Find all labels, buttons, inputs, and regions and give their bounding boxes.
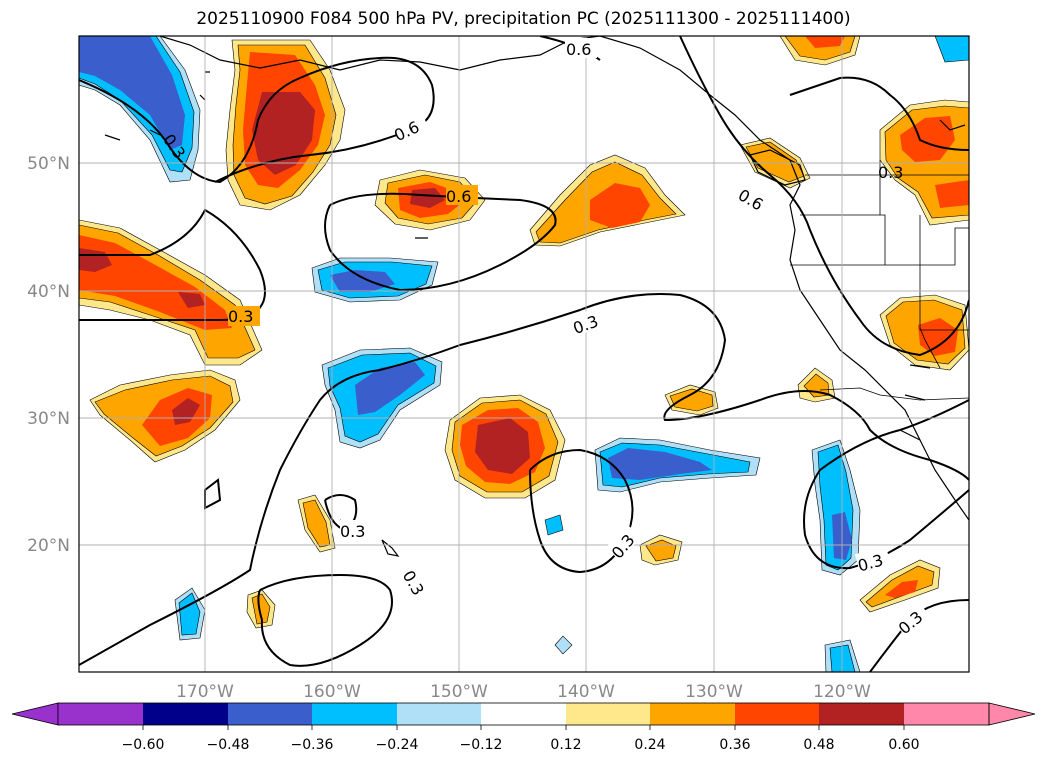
colorbar-tick-label: −0.12 — [460, 737, 503, 753]
colorbar-segment — [58, 703, 143, 725]
contour-label: 0.3 — [228, 307, 253, 326]
lat-label-30n: 30°N — [27, 409, 70, 429]
colorbar-segment — [481, 703, 566, 725]
colorbar-frame — [57, 702, 990, 726]
lat-label-40n: 40°N — [27, 282, 70, 302]
contour-label: 0.6 — [446, 187, 471, 206]
colorbar-segment — [312, 703, 397, 725]
colorbar-segment — [228, 703, 312, 725]
longitude-labels: 170°W 160°W 150°W 140°W 130°W 120°W — [176, 682, 871, 702]
contour-label: 0.3 — [878, 163, 903, 182]
latitude-labels: 50°N 40°N 30°N 20°N — [27, 154, 70, 556]
lon-label-160w: 160°W — [303, 682, 361, 702]
colorbar-segment — [735, 703, 819, 725]
colorbar-tick-label: −0.36 — [291, 737, 334, 753]
contour-label: 0.3 — [340, 522, 365, 541]
colorbar-tick-label: 0.48 — [803, 737, 834, 753]
colorbar-tick-label: 0.24 — [634, 737, 665, 753]
colorbar-segment — [566, 703, 650, 725]
colorbar-tick-label: 0.36 — [719, 737, 750, 753]
lon-label-170w: 170°W — [176, 682, 234, 702]
colorbar-segment — [143, 703, 228, 725]
lat-label-20n: 20°N — [27, 536, 70, 556]
lat-label-50n: 50°N — [27, 154, 70, 174]
map-title: 2025110900 F084 500 hPa PV, precipitatio… — [196, 9, 851, 29]
political-borders — [790, 160, 969, 401]
colorbar-segment — [819, 703, 904, 725]
colorbar-tick-label: 0.60 — [888, 737, 919, 753]
colorbar-ticks — [142, 725, 905, 730]
colorbar-segment — [650, 703, 735, 725]
plot-frame — [78, 35, 970, 673]
colorbar: −0.60 −0.48 −0.36 −0.24 −0.12 0.12 0.24 … — [11, 702, 1036, 753]
colorbar-extend-low — [11, 702, 59, 726]
colorbar-segment — [397, 703, 481, 725]
colorbar-tick-label: 0.12 — [550, 737, 581, 753]
colorbar-tick-label: −0.48 — [207, 737, 250, 753]
lon-label-130w: 130°W — [685, 682, 743, 702]
lon-label-150w: 150°W — [430, 682, 488, 702]
contour-label: 0.6 — [566, 40, 591, 59]
colorbar-tick-label: −0.24 — [376, 737, 419, 753]
lon-label-140w: 140°W — [557, 682, 615, 702]
lon-label-120w: 120°W — [813, 682, 871, 702]
map-plot-area: 0.6 0.6 0.6 0.6 0.3 0.3 0.3 0.3 0.3 0.3 … — [79, 36, 969, 672]
gridlines — [79, 36, 969, 672]
colorbar-segment — [904, 703, 989, 725]
colorbar-tick-label: −0.60 — [122, 737, 165, 753]
colorbar-extend-high — [988, 702, 1036, 726]
